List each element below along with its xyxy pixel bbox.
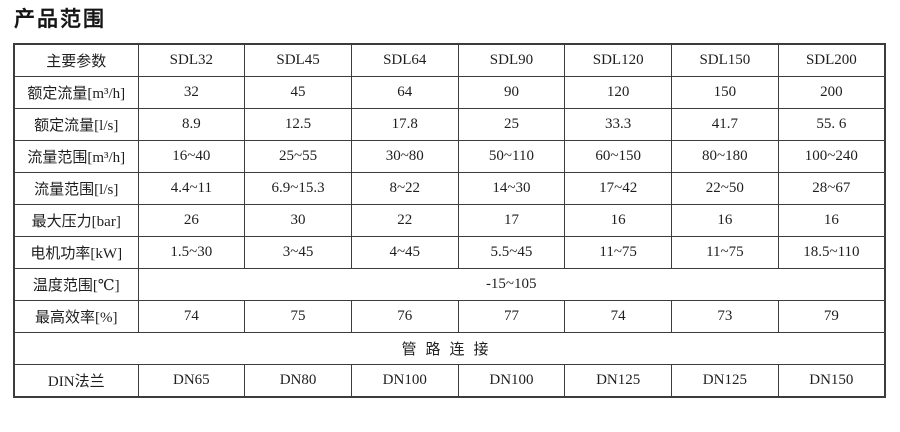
value-cell: 120 xyxy=(564,76,673,109)
value-cell: DN125 xyxy=(564,364,673,398)
header-cell-model: SDL150 xyxy=(671,43,779,77)
value-cell: 28~67 xyxy=(777,172,886,205)
row-label: 电机功率[kW] xyxy=(13,236,139,269)
value-cell: 60~150 xyxy=(564,140,673,173)
value-cell: 76 xyxy=(350,300,459,333)
value-cell: 33.3 xyxy=(564,108,673,141)
value-cell: 17 xyxy=(457,204,566,237)
row-label: 温度范围[℃] xyxy=(13,268,139,301)
value-cell: 74 xyxy=(564,300,673,333)
value-cell: DN150 xyxy=(777,364,886,398)
value-cell: DN100 xyxy=(457,364,566,398)
table-row-rated-flow-m3h: 额定流量[m³/h] 32 45 64 90 120 150 200 xyxy=(13,76,886,109)
value-cell: 75 xyxy=(244,300,352,333)
value-cell: 18.5~110 xyxy=(777,236,886,269)
value-cell: 80~180 xyxy=(671,140,779,173)
value-cell: 16 xyxy=(777,204,886,237)
header-cell-model: SDL90 xyxy=(457,43,566,77)
value-cell: 55. 6 xyxy=(777,108,886,141)
value-cell: 8~22 xyxy=(350,172,459,205)
value-cell: 17~42 xyxy=(564,172,673,205)
value-cell: 100~240 xyxy=(777,140,886,173)
table-row-flow-range-ls: 流量范围[l/s] 4.4~11 6.9~15.3 8~22 14~30 17~… xyxy=(13,172,886,205)
value-cell: 12.5 xyxy=(244,108,352,141)
header-cell-model: SDL45 xyxy=(244,43,352,77)
row-label: 最大压力[bar] xyxy=(13,204,139,237)
value-cell: 8.9 xyxy=(137,108,246,141)
header-cell-model: SDL200 xyxy=(777,43,886,77)
value-cell: 45 xyxy=(244,76,352,109)
value-cell: 77 xyxy=(457,300,566,333)
header-cell-model: SDL120 xyxy=(564,43,673,77)
merged-value-cell: -15~105 xyxy=(137,268,886,301)
value-cell: 16 xyxy=(671,204,779,237)
value-cell: 41.7 xyxy=(671,108,779,141)
header-cell-model: SDL32 xyxy=(137,43,246,77)
table-row-din-flange: DIN法兰 DN65 DN80 DN100 DN100 DN125 DN125 … xyxy=(13,364,886,398)
value-cell: 4~45 xyxy=(350,236,459,269)
value-cell: 16 xyxy=(564,204,673,237)
table-row-flow-range-m3h: 流量范围[m³/h] 16~40 25~55 30~80 50~110 60~1… xyxy=(13,140,886,173)
row-label: 流量范围[m³/h] xyxy=(13,140,139,173)
value-cell: 26 xyxy=(137,204,246,237)
value-cell: 14~30 xyxy=(457,172,566,205)
table-row-max-pressure: 最大压力[bar] 26 30 22 17 16 16 16 xyxy=(13,204,886,237)
value-cell: 79 xyxy=(777,300,886,333)
value-cell: 1.5~30 xyxy=(137,236,246,269)
value-cell: DN100 xyxy=(350,364,459,398)
value-cell: 90 xyxy=(457,76,566,109)
value-cell: 11~75 xyxy=(564,236,673,269)
value-cell: DN65 xyxy=(137,364,246,398)
value-cell: 25~55 xyxy=(244,140,352,173)
row-label: 额定流量[m³/h] xyxy=(13,76,139,109)
value-cell: 16~40 xyxy=(137,140,246,173)
product-spec-table: 主要参数 SDL32 SDL45 SDL64 SDL90 SDL120 SDL1… xyxy=(13,43,886,398)
header-cell-model: SDL64 xyxy=(350,43,459,77)
row-label: 额定流量[l/s] xyxy=(13,108,139,141)
table-row-rated-flow-ls: 额定流量[l/s] 8.9 12.5 17.8 25 33.3 41.7 55.… xyxy=(13,108,886,141)
value-cell: 74 xyxy=(137,300,246,333)
value-cell: DN125 xyxy=(671,364,779,398)
table-row-max-efficiency: 最高效率[%] 74 75 76 77 74 73 79 xyxy=(13,300,886,333)
row-label: 流量范围[l/s] xyxy=(13,172,139,205)
value-cell: 11~75 xyxy=(671,236,779,269)
value-cell: 150 xyxy=(671,76,779,109)
value-cell: 17.8 xyxy=(350,108,459,141)
table-row-motor-power: 电机功率[kW] 1.5~30 3~45 4~45 5.5~45 11~75 1… xyxy=(13,236,886,269)
value-cell: 50~110 xyxy=(457,140,566,173)
value-cell: 6.9~15.3 xyxy=(244,172,352,205)
value-cell: 25 xyxy=(457,108,566,141)
value-cell: 22 xyxy=(350,204,459,237)
product-range-page: 产品范围 主要参数 SDL32 SDL45 SDL64 SDL90 SDL120… xyxy=(0,7,900,432)
value-cell: 30~80 xyxy=(350,140,459,173)
value-cell: DN80 xyxy=(244,364,352,398)
value-cell: 5.5~45 xyxy=(457,236,566,269)
value-cell: 200 xyxy=(777,76,886,109)
table-header-row: 主要参数 SDL32 SDL45 SDL64 SDL90 SDL120 SDL1… xyxy=(13,43,886,77)
value-cell: 4.4~11 xyxy=(137,172,246,205)
header-cell-param: 主要参数 xyxy=(13,43,139,77)
table-row-temp-range: 温度范围[℃] -15~105 xyxy=(13,268,886,301)
value-cell: 30 xyxy=(244,204,352,237)
page-title: 产品范围 xyxy=(14,8,106,31)
value-cell: 22~50 xyxy=(671,172,779,205)
value-cell: 73 xyxy=(671,300,779,333)
value-cell: 32 xyxy=(137,76,246,109)
table-row-pipe-connection-section: 管路连接 xyxy=(13,332,886,365)
row-label: 最高效率[%] xyxy=(13,300,139,333)
value-cell: 64 xyxy=(350,76,459,109)
value-cell: 3~45 xyxy=(244,236,352,269)
section-header-cell: 管路连接 xyxy=(13,332,886,365)
row-label: DIN法兰 xyxy=(13,364,139,398)
